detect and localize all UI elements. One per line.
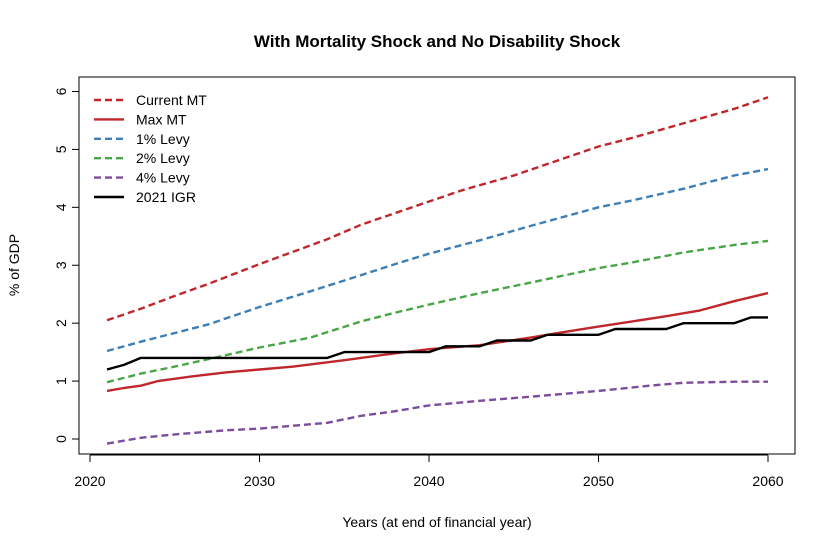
y-axis: 0 1 2 3 4 5 6 [53, 87, 80, 443]
y-tick-label: 2 [53, 319, 69, 327]
series-line-5 [106, 380, 768, 445]
legend-label: 2021 IGR [136, 189, 196, 205]
x-tick-label: 2030 [244, 473, 275, 489]
series-line-6 [106, 316, 768, 371]
x-axis: 2020 2030 2040 2050 2060 [74, 454, 784, 489]
series-line-4 [106, 239, 769, 384]
series-line-3 [106, 167, 769, 353]
series-layer [106, 96, 769, 445]
legend-label: 2% Levy [136, 150, 190, 166]
legend-label: Max MT [136, 111, 187, 127]
x-axis-label: Years (at end of financial year) [342, 514, 531, 530]
x-tick-label: 2050 [583, 473, 614, 489]
x-tick-label: 2020 [74, 473, 105, 489]
y-tick-label: 5 [53, 145, 69, 153]
x-tick-label: 2060 [752, 473, 783, 489]
legend-label: 4% Levy [136, 170, 190, 186]
y-tick-label: 3 [53, 261, 69, 269]
x-tick-label: 2040 [413, 473, 444, 489]
y-axis-label: % of GDP [6, 234, 22, 296]
series-line-2 [106, 291, 769, 393]
chart-title: With Mortality Shock and No Disability S… [254, 32, 621, 51]
y-tick-label: 0 [53, 435, 69, 443]
y-tick-label: 4 [53, 203, 69, 211]
y-tick-label: 1 [53, 377, 69, 385]
y-tick-label: 6 [53, 87, 69, 95]
legend-label: 1% Levy [136, 131, 190, 147]
legend: Current MT Max MT 1% Levy 2% Levy 4% Levy 202… [94, 92, 207, 205]
series-line-1 [106, 96, 769, 322]
legend-label: Current MT [136, 92, 207, 108]
